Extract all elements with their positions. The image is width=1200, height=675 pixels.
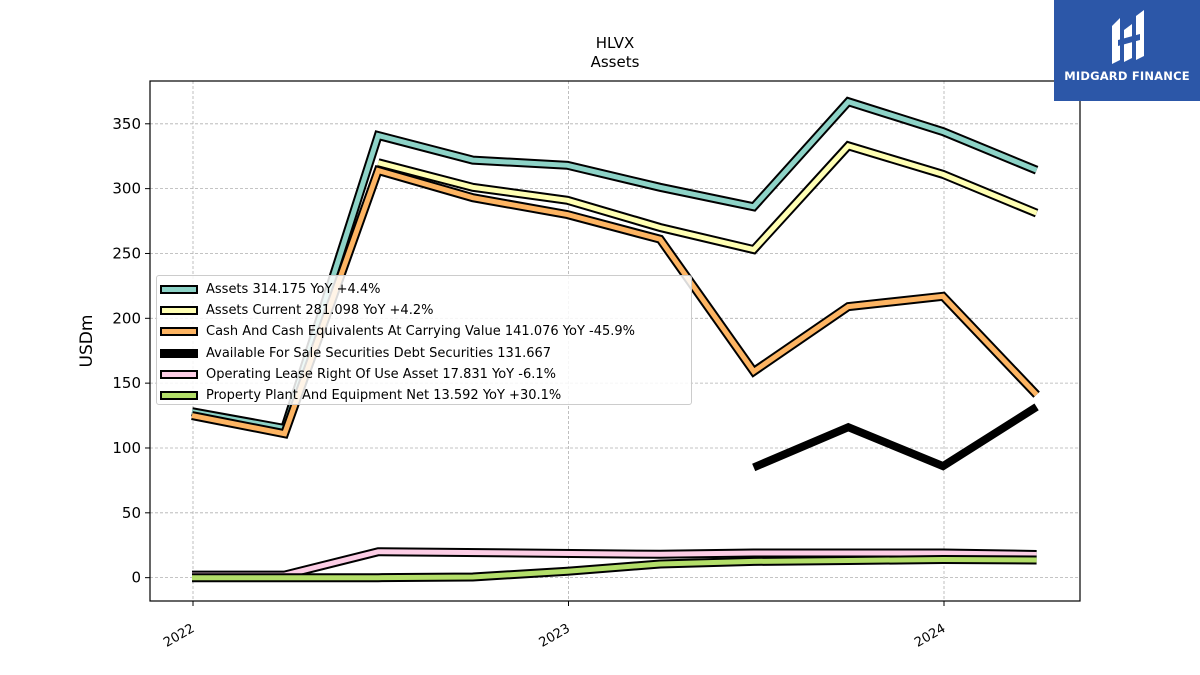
plot-frame [149, 80, 1081, 602]
legend-swatch [160, 285, 198, 295]
y-tick-label: 350 [112, 115, 141, 133]
legend-label: Available For Sale Securities Debt Secur… [206, 345, 552, 361]
series-line [192, 547, 1037, 580]
legend-item: Property Plant And Equipment Net 13.592 … [157, 385, 691, 406]
chart-title: HLVX [596, 34, 635, 52]
x-tick-label: 2023 [537, 621, 573, 651]
legend-label: Operating Lease Right Of Use Asset 17.83… [206, 366, 556, 382]
legend-swatch [160, 327, 198, 337]
x-tick-label: 2024 [912, 621, 948, 651]
series-line [752, 403, 1039, 472]
legend-item: Operating Lease Right Of Use Asset 17.83… [157, 364, 691, 385]
y-tick-label: 0 [131, 569, 141, 587]
x-tick-label: 2022 [161, 621, 197, 651]
legend-label: Cash And Cash Equivalents At Carrying Va… [206, 324, 635, 340]
legend-swatch [160, 348, 198, 358]
y-tick-label: 300 [112, 180, 141, 198]
legend-swatch [160, 369, 198, 379]
logo-mark-icon [1112, 10, 1144, 64]
logo-text: MIDGARD FINANCE [1064, 69, 1190, 83]
y-tick-label: 150 [112, 374, 141, 392]
series-line-core [192, 556, 1037, 581]
y-tick-label: 250 [112, 244, 141, 262]
legend-item: Available For Sale Securities Debt Secur… [157, 343, 691, 364]
axes: 0 50 100 150 200 250 300 350 2022 2023 2024 [112, 115, 948, 651]
legend-label: Assets 314.175 YoY +4.4% [206, 282, 381, 298]
legend-label: Assets Current 281.098 YoY +4.2% [206, 303, 434, 319]
series-line-core [192, 549, 1037, 578]
series-line [377, 140, 1039, 255]
series-line [192, 554, 1037, 583]
series-line-core [752, 403, 1039, 472]
y-tick-label: 50 [122, 504, 141, 522]
legend-label: Property Plant And Equipment Net 13.592 … [206, 388, 562, 404]
y-tick-label: 200 [112, 309, 141, 327]
y-axis-label: USDm [77, 315, 97, 368]
legend-item: Cash And Cash Equivalents At Carrying Va… [157, 321, 691, 342]
series-line-core [377, 142, 1038, 253]
midgard-finance-logo: MIDGARD FINANCE [1054, 0, 1200, 101]
chart-subtitle: Assets [591, 53, 640, 71]
legend-item: Assets 314.175 YoY +4.4% [157, 279, 691, 300]
legend-item: Assets Current 281.098 YoY +4.2% [157, 300, 691, 321]
legend-swatch [160, 306, 198, 316]
legend-swatch [160, 391, 198, 401]
chart-legend: Assets 314.175 YoY +4.4% Assets Current 2… [156, 275, 692, 405]
y-tick-label: 100 [112, 439, 141, 457]
